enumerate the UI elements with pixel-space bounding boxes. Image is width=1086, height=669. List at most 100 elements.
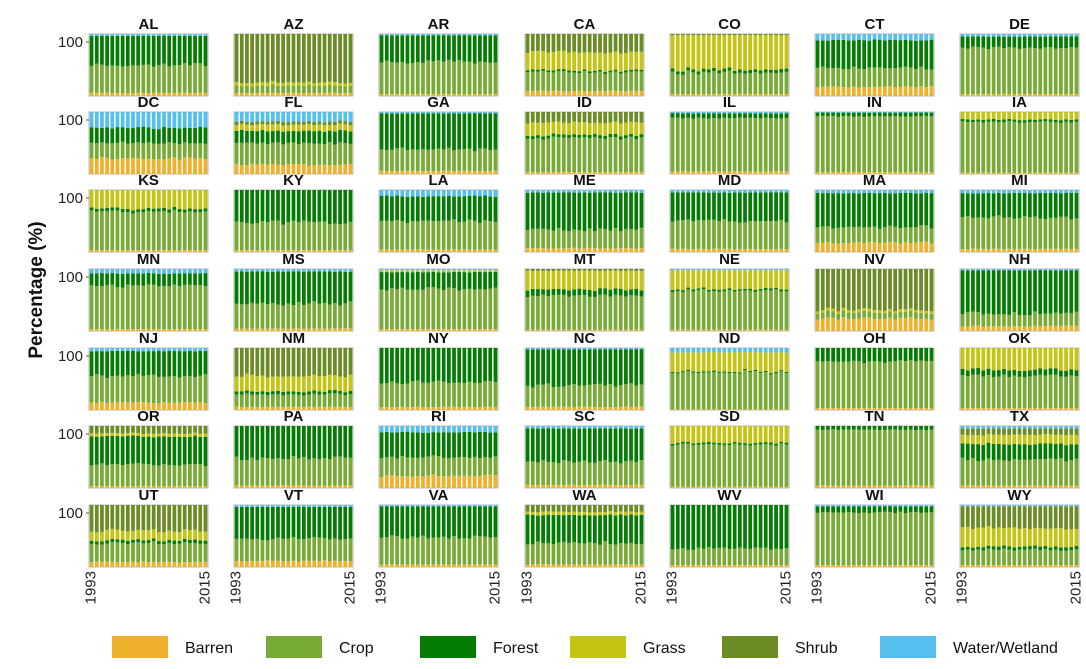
bar-2010	[1048, 112, 1053, 174]
bar-segment-forest	[634, 192, 639, 230]
bar-segment-barren	[384, 475, 389, 488]
bar-segment-crop	[965, 216, 970, 250]
bar-segment-water	[203, 34, 208, 36]
bar-segment-forest	[826, 426, 830, 430]
bar-segment-grass	[784, 35, 789, 69]
bar-segment-barren	[488, 171, 493, 174]
bar-segment-barren	[94, 92, 99, 96]
bar-segment-shrub	[603, 34, 608, 54]
bar-segment-grass	[712, 352, 716, 371]
bar-1998	[696, 348, 701, 410]
bar-segment-forest	[1033, 36, 1037, 49]
bar-segment-crop	[898, 67, 903, 87]
bar-segment-grass	[322, 125, 327, 132]
bar-2013	[629, 348, 633, 410]
bar-segment-barren	[239, 165, 244, 174]
bar-segment-barren	[250, 250, 254, 252]
bar-segment-forest	[141, 35, 146, 65]
bar-2005	[877, 112, 882, 174]
bar-segment-grass	[115, 190, 120, 208]
bar-segment-forest	[624, 349, 628, 384]
bar-segment-barren	[976, 325, 980, 331]
bar-segment-shrub	[322, 122, 327, 126]
bar-2003	[431, 348, 436, 410]
bar-2013	[919, 190, 923, 252]
bar-segment-forest	[525, 349, 530, 386]
bar-segment-water	[561, 426, 566, 429]
bar-segment-grass	[1027, 348, 1032, 371]
bar-segment-forest	[753, 369, 758, 372]
bar-segment-water	[421, 269, 425, 271]
panel-ok: OK	[959, 330, 1080, 411]
bar-segment-water	[203, 112, 208, 128]
bar-segment-crop	[722, 218, 727, 249]
bar-segment-grass	[618, 53, 623, 72]
bar-segment-barren	[1043, 172, 1048, 174]
bar-segment-barren	[743, 94, 747, 96]
bar-segment-forest	[338, 271, 342, 306]
bar-segment-barren	[100, 486, 104, 488]
bar-segment-barren	[903, 86, 908, 96]
bar-segment-shrub	[722, 34, 727, 36]
bar-segment-barren	[877, 86, 882, 96]
panel-ar: AR	[378, 16, 499, 97]
bar-segment-forest	[1017, 270, 1022, 316]
bar-segment-grass	[286, 82, 291, 86]
bar-segment-forest	[1012, 36, 1017, 48]
bar-segment-barren	[572, 247, 577, 252]
bar-segment-grass	[722, 352, 727, 372]
bar-segment-barren	[862, 172, 867, 174]
bar-segment-crop	[1012, 375, 1017, 409]
bar-segment-barren	[436, 94, 441, 96]
bar-segment-water	[467, 34, 472, 36]
bar-segment-forest	[758, 70, 763, 74]
bar-segment-barren	[395, 94, 399, 96]
bar-2004	[872, 348, 877, 410]
bar-segment-barren	[753, 249, 758, 252]
bar-2009	[462, 190, 467, 252]
bar-segment-barren	[467, 249, 472, 252]
bar-segment-barren	[260, 163, 265, 174]
bar-segment-forest	[986, 193, 991, 219]
bar-segment-grass	[846, 310, 851, 313]
bar-segment-forest	[301, 271, 306, 306]
bar-segment-forest	[198, 35, 203, 64]
bar-segment-water	[888, 34, 892, 40]
bar-segment-forest	[478, 431, 482, 459]
bar-segment-crop	[841, 429, 846, 486]
bar-1998	[841, 112, 846, 174]
bar-2004	[727, 269, 732, 331]
bar-segment-crop	[333, 223, 337, 251]
bar-2015	[348, 269, 353, 331]
bar-segment-barren	[493, 170, 498, 174]
bar-1995	[826, 269, 830, 331]
bar-segment-forest	[167, 209, 172, 213]
bar-segment-barren	[105, 486, 109, 488]
bar-segment-crop	[400, 62, 405, 95]
bar-2015	[348, 190, 353, 252]
bar-segment-barren	[436, 249, 441, 252]
bar-segment-water	[624, 426, 628, 429]
bar-segment-barren	[743, 409, 747, 410]
bar-segment-barren	[234, 406, 239, 410]
bar-2005	[296, 112, 301, 174]
bar-segment-forest	[156, 129, 161, 144]
bar-2010	[1048, 34, 1053, 96]
bar-segment-barren	[996, 326, 1001, 331]
bar-segment-barren	[691, 171, 696, 174]
bar-segment-crop	[608, 230, 613, 249]
bar-segment-water	[624, 190, 628, 193]
bar-segment-forest	[250, 391, 254, 395]
bar-segment-water	[405, 112, 410, 114]
bar-2012	[914, 112, 918, 174]
bar-segment-water	[110, 34, 115, 36]
bar-segment-forest	[712, 67, 716, 72]
bar-segment-barren	[541, 90, 545, 96]
bar-2003	[722, 112, 727, 174]
bar-segment-crop	[446, 383, 451, 407]
bar-segment-forest	[405, 272, 410, 290]
bar-segment-barren	[131, 158, 135, 174]
bar-segment-barren	[882, 86, 887, 96]
bar-segment-barren	[908, 485, 913, 488]
bar-segment-water	[312, 269, 317, 272]
